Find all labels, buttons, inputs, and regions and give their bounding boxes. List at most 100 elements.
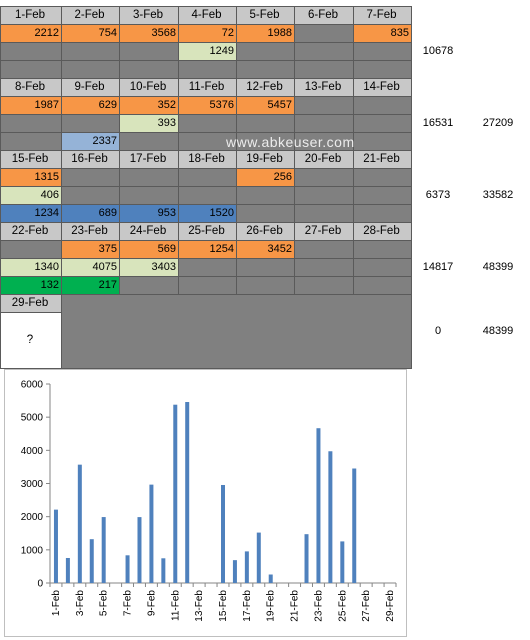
bar[interactable]: [185, 402, 190, 583]
value-cell[interactable]: 1988: [236, 24, 295, 43]
date-header-cell[interactable]: 27-Feb: [294, 222, 354, 241]
value-cell[interactable]: [0, 132, 62, 151]
week-total[interactable]: 16531: [422, 117, 454, 129]
date-header-cell[interactable]: 11-Feb: [178, 78, 237, 97]
value-cell[interactable]: [353, 240, 412, 259]
date-header-cell[interactable]: 25-Feb: [178, 222, 237, 241]
value-cell[interactable]: [61, 42, 120, 61]
value-cell[interactable]: 5457: [236, 96, 295, 115]
value-cell[interactable]: [119, 276, 179, 295]
value-cell[interactable]: [294, 114, 354, 133]
value-cell[interactable]: [236, 60, 295, 79]
value-cell[interactable]: 1249: [178, 42, 237, 61]
value-cell[interactable]: [294, 258, 354, 277]
bar[interactable]: [77, 464, 82, 583]
value-cell[interactable]: 754: [61, 24, 120, 43]
week-total[interactable]: 0: [434, 325, 442, 337]
value-cell[interactable]: [61, 168, 120, 187]
value-cell[interactable]: 835: [353, 24, 412, 43]
value-cell[interactable]: 4075: [61, 258, 120, 277]
value-cell[interactable]: [294, 204, 354, 223]
value-cell[interactable]: [178, 168, 237, 187]
value-cell[interactable]: [0, 42, 62, 61]
value-cell[interactable]: [294, 186, 354, 205]
running-total[interactable]: 48399: [482, 261, 514, 273]
value-cell[interactable]: 2212: [0, 24, 62, 43]
value-cell[interactable]: [236, 258, 295, 277]
date-header-cell[interactable]: 9-Feb: [61, 78, 120, 97]
value-cell[interactable]: [353, 186, 412, 205]
value-cell[interactable]: [178, 258, 237, 277]
value-cell[interactable]: [353, 204, 412, 223]
value-cell[interactable]: [178, 186, 237, 205]
value-cell[interactable]: 1340: [0, 258, 62, 277]
bar[interactable]: [101, 517, 106, 583]
week-total[interactable]: 10678: [422, 45, 454, 57]
value-cell[interactable]: 953: [119, 204, 179, 223]
bar[interactable]: [340, 541, 345, 583]
bar[interactable]: [221, 484, 225, 583]
bar[interactable]: [125, 555, 130, 583]
bar[interactable]: [161, 558, 166, 583]
bar[interactable]: [268, 574, 273, 583]
value-cell[interactable]: [61, 60, 120, 79]
date-header-cell[interactable]: 16-Feb: [61, 150, 120, 169]
value-cell[interactable]: [294, 42, 354, 61]
value-cell[interactable]: [119, 168, 179, 187]
date-header-cell[interactable]: 6-Feb: [294, 6, 354, 25]
empty-block[interactable]: [61, 294, 412, 369]
running-total[interactable]: 27209: [482, 117, 514, 129]
value-cell[interactable]: [353, 276, 412, 295]
value-cell[interactable]: 217: [61, 276, 120, 295]
value-cell[interactable]: 375: [61, 240, 120, 259]
week-total[interactable]: 6373: [425, 189, 451, 201]
date-header-cell[interactable]: 3-Feb: [119, 6, 179, 25]
value-cell[interactable]: [119, 60, 179, 79]
bar[interactable]: [352, 468, 357, 583]
date-header-cell[interactable]: 13-Feb: [294, 78, 354, 97]
value-cell[interactable]: [61, 114, 120, 133]
date-header-cell[interactable]: 18-Feb: [178, 150, 237, 169]
value-cell[interactable]: [61, 186, 120, 205]
value-cell[interactable]: [178, 60, 237, 79]
value-cell[interactable]: [294, 96, 354, 115]
value-cell[interactable]: [294, 24, 354, 43]
value-cell[interactable]: 3403: [119, 258, 179, 277]
value-cell[interactable]: 2337: [61, 132, 120, 151]
date-header-cell[interactable]: 12-Feb: [236, 78, 295, 97]
running-total[interactable]: 48399: [482, 325, 514, 337]
bar[interactable]: [244, 551, 249, 583]
value-cell[interactable]: [178, 114, 237, 133]
value-cell[interactable]: 352: [119, 96, 179, 115]
value-cell[interactable]: 393: [119, 114, 179, 133]
date-header-cell[interactable]: 23-Feb: [61, 222, 120, 241]
value-cell[interactable]: 1234: [0, 204, 62, 223]
value-cell[interactable]: 1315: [0, 168, 62, 187]
value-cell[interactable]: 1987: [0, 96, 62, 115]
value-cell[interactable]: 3568: [119, 24, 179, 43]
date-header-cell[interactable]: 14-Feb: [353, 78, 412, 97]
date-header-cell[interactable]: 8-Feb: [0, 78, 62, 97]
value-cell[interactable]: [236, 204, 295, 223]
value-cell[interactable]: 629: [61, 96, 120, 115]
date-header-cell[interactable]: 7-Feb: [353, 6, 412, 25]
bar[interactable]: [89, 539, 94, 583]
date-header-cell[interactable]: 15-Feb: [0, 150, 62, 169]
value-cell[interactable]: [0, 240, 62, 259]
value-cell[interactable]: [294, 276, 354, 295]
value-cell[interactable]: ?: [0, 312, 62, 369]
date-header-cell[interactable]: 1-Feb: [0, 6, 62, 25]
date-header-cell[interactable]: 5-Feb: [236, 6, 295, 25]
bar[interactable]: [173, 404, 178, 583]
date-header-cell[interactable]: 28-Feb: [353, 222, 412, 241]
bar[interactable]: [53, 509, 58, 583]
value-cell[interactable]: [353, 60, 412, 79]
date-header-cell[interactable]: 19-Feb: [236, 150, 295, 169]
value-cell[interactable]: 256: [236, 168, 295, 187]
value-cell[interactable]: [119, 186, 179, 205]
bar-chart[interactable]: 0 1000 2000 3000 4000 5000 6000 1-Feb 3-Feb 5-Feb…: [4, 369, 407, 637]
value-cell[interactable]: [294, 60, 354, 79]
value-cell[interactable]: [353, 96, 412, 115]
value-cell[interactable]: [353, 258, 412, 277]
value-cell[interactable]: [236, 42, 295, 61]
